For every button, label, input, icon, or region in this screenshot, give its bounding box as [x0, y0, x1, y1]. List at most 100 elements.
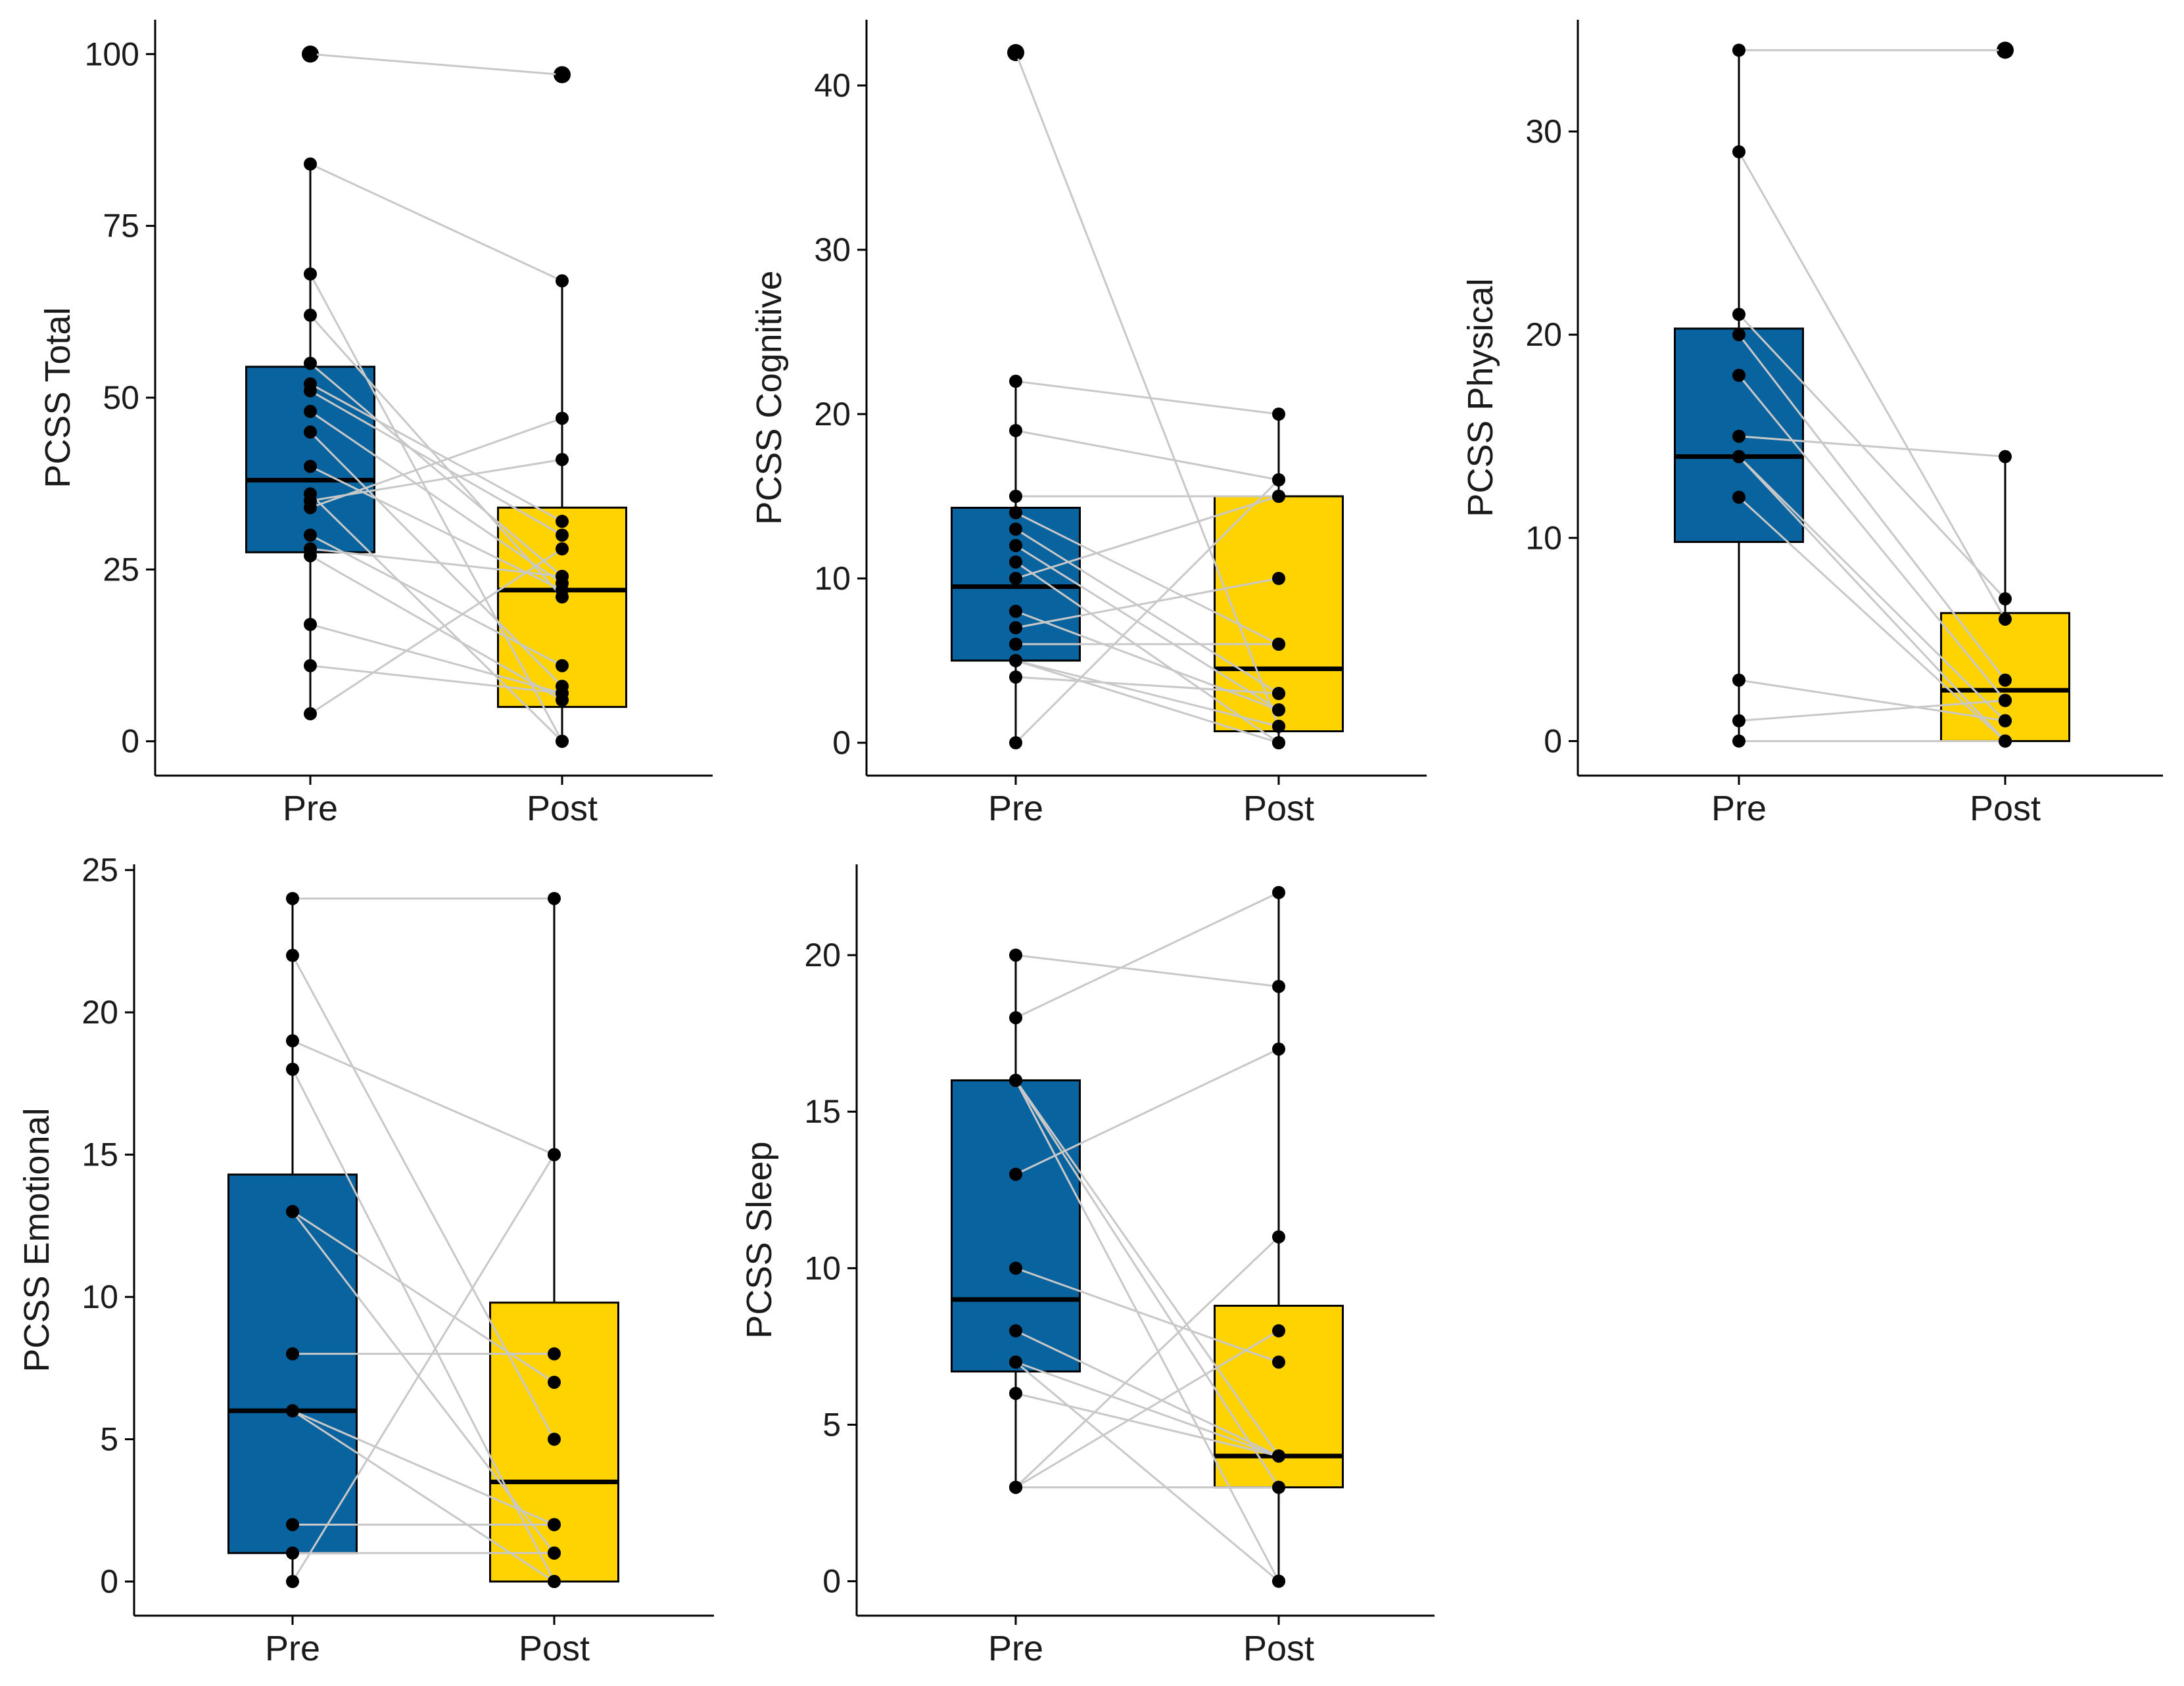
y-tick-label: 5 — [100, 1421, 118, 1458]
pre-point — [286, 948, 299, 962]
y-tick-label: 20 — [1525, 316, 1562, 353]
y-tick-label: 25 — [103, 551, 139, 588]
panel-pcss-sleep: 0 5 10 15 20 Pre Post PCSS Sleep — [740, 864, 1435, 1668]
pre-point — [1732, 328, 1745, 342]
y-axis-title: PCSS Cognitive — [749, 270, 789, 525]
pre-point — [304, 384, 317, 398]
paired-line — [1738, 375, 2006, 701]
paired-line — [1015, 511, 1279, 645]
pre-point — [304, 47, 317, 61]
data-points — [1009, 46, 1285, 749]
y-tick-label: 10 — [82, 1278, 118, 1315]
pre-point — [304, 528, 317, 542]
x-tick-label-post: Post — [527, 789, 598, 828]
pre-point — [304, 501, 317, 515]
pre-point — [1009, 1167, 1022, 1181]
y-tick-label: 75 — [103, 208, 139, 245]
y-tick-label: 100 — [85, 35, 139, 72]
post-point — [548, 1546, 561, 1560]
y-tick-label: 10 — [1525, 519, 1562, 556]
x-tick-label-pre: Pre — [283, 789, 338, 828]
paired-lines — [291, 897, 556, 1583]
pre-point — [286, 1034, 299, 1048]
pre-point — [1009, 654, 1022, 667]
paired-lines — [1014, 52, 1280, 744]
paired-line — [310, 465, 563, 592]
post-point — [556, 274, 569, 288]
pre-point — [1009, 1011, 1022, 1025]
pre-point — [1732, 450, 1745, 463]
post-point — [1999, 693, 2012, 707]
paired-line — [1015, 610, 1279, 711]
post-point — [548, 1575, 561, 1589]
post-point — [1272, 490, 1285, 503]
pre-point — [1009, 555, 1022, 569]
paired-line — [1015, 561, 1279, 744]
post-point — [1999, 43, 2012, 57]
pre-point — [1009, 621, 1022, 634]
post-point — [1272, 687, 1285, 700]
pre-point — [1009, 1386, 1022, 1400]
pre-point — [1009, 506, 1022, 519]
pre-point — [1732, 490, 1745, 504]
paired-lines — [309, 53, 563, 742]
pre-point — [1732, 43, 1745, 57]
paired-line — [310, 555, 563, 701]
post-point — [1272, 720, 1285, 733]
pre-point — [1009, 46, 1022, 59]
post-point — [1272, 408, 1285, 421]
paired-line — [1015, 1330, 1279, 1457]
paired-line — [310, 417, 563, 509]
y-tick-label: 0 — [1544, 722, 1562, 759]
paired-line — [310, 534, 563, 667]
paired-line — [1015, 676, 1279, 695]
pre-point — [304, 308, 317, 322]
y-tick-label: 0 — [822, 1563, 841, 1600]
paired-line — [310, 665, 563, 695]
paired-line — [1015, 1267, 1279, 1363]
paired-line — [309, 273, 563, 742]
post-point — [556, 515, 569, 528]
pre-point — [286, 1347, 299, 1361]
pre-point — [286, 1546, 299, 1560]
paired-line — [310, 53, 563, 76]
x-tick-label-post: Post — [1243, 1629, 1314, 1668]
post-point — [1999, 734, 2012, 748]
paired-line — [291, 1211, 556, 1554]
post-point — [1272, 1480, 1285, 1494]
pre-point — [1732, 734, 1745, 748]
post-point — [1999, 714, 2012, 728]
pre-point — [1009, 1324, 1022, 1338]
y-tick-label: 50 — [103, 379, 139, 416]
post-point — [1999, 612, 2012, 626]
panel-pcss-cognitive: 0 10 20 30 40 Pre Post PCSS Cognitive — [749, 20, 1427, 828]
post-point — [548, 1518, 561, 1532]
x-tick-label-post: Post — [519, 1629, 590, 1668]
post-point — [556, 659, 569, 672]
x-tick-label-post: Post — [1243, 789, 1314, 828]
post-point — [1272, 638, 1285, 651]
x-tick-label-pre: Pre — [265, 1629, 320, 1668]
paired-line — [1015, 544, 1279, 711]
paired-line — [310, 548, 563, 578]
pre-point — [304, 549, 317, 563]
paired-line — [1015, 380, 1279, 415]
paired-line — [1015, 659, 1279, 728]
pre-point — [1009, 539, 1022, 552]
paired-line — [1015, 954, 1279, 988]
post-point — [548, 1432, 561, 1446]
paired-line — [310, 410, 563, 584]
post-point — [1272, 1324, 1285, 1338]
post-point — [556, 734, 569, 748]
post-point — [1272, 736, 1285, 749]
post-point — [556, 686, 569, 700]
y-axis-title: PCSS Sleep — [740, 1141, 779, 1338]
post-point — [556, 569, 569, 583]
post-point — [548, 1347, 561, 1361]
paired-line — [1738, 334, 2006, 681]
data-points — [304, 47, 569, 748]
paired-line — [1738, 314, 2006, 600]
y-axis-title: PCSS Total — [38, 307, 78, 488]
post-point — [556, 411, 569, 425]
